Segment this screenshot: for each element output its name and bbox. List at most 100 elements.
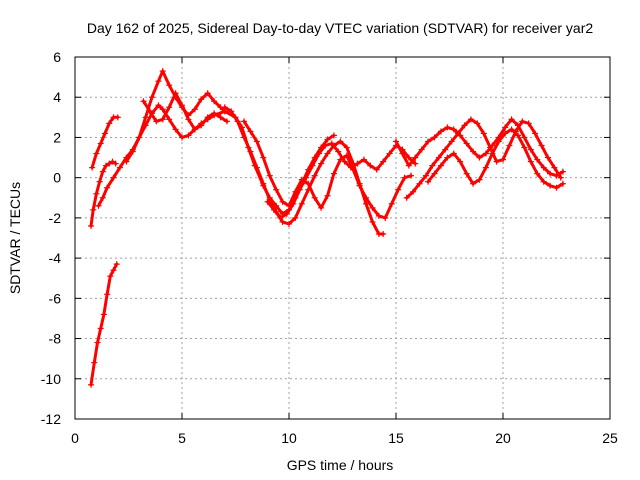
data-point <box>343 144 350 151</box>
data-point <box>380 230 387 237</box>
data-point <box>292 214 299 221</box>
data-point <box>271 206 278 213</box>
data-point <box>382 214 389 221</box>
data-point <box>405 162 412 169</box>
data-point <box>185 132 192 139</box>
data-point <box>146 108 153 115</box>
data-point <box>375 212 382 219</box>
data-point <box>223 118 230 125</box>
data-point <box>153 118 160 125</box>
data-point <box>470 180 477 187</box>
data-point <box>159 68 166 75</box>
x-tick-label: 20 <box>495 430 511 446</box>
series-track-8 <box>241 118 414 221</box>
data-point <box>330 132 337 139</box>
data-point <box>88 381 95 388</box>
data-point <box>221 104 228 111</box>
data-point <box>172 126 179 133</box>
data-point <box>335 148 342 155</box>
data-point <box>330 170 337 177</box>
data-point <box>107 273 114 280</box>
data-point <box>140 98 147 105</box>
data-point <box>104 184 111 191</box>
data-point <box>253 164 260 171</box>
data-point <box>234 118 241 125</box>
data-point <box>495 138 502 145</box>
data-point <box>309 162 316 169</box>
data-point <box>407 172 414 179</box>
data-point <box>506 142 513 149</box>
data-point <box>179 102 185 109</box>
data-point <box>461 122 468 129</box>
data-point <box>211 110 218 117</box>
series-track-12 <box>425 126 566 191</box>
x-tick-label: 15 <box>388 430 404 446</box>
data-point <box>109 158 116 165</box>
data-point <box>538 142 545 149</box>
data-point <box>110 267 117 274</box>
data-point <box>416 180 423 187</box>
x-axis-label: GPS time / hours <box>287 457 394 473</box>
data-point <box>354 160 361 167</box>
data-point <box>540 178 547 185</box>
data-point <box>198 96 205 103</box>
data-point <box>204 114 211 121</box>
x-tick-label: 0 <box>71 430 79 446</box>
data-point <box>403 194 410 201</box>
data-point <box>457 158 464 165</box>
data-point <box>279 218 286 225</box>
data-point <box>191 126 198 133</box>
data-point <box>502 124 509 131</box>
data-point <box>217 114 224 121</box>
data-point <box>476 176 483 183</box>
data-point <box>315 150 322 157</box>
data-point <box>324 136 331 143</box>
data-point <box>324 150 331 157</box>
data-point <box>444 124 451 131</box>
data-point <box>96 178 103 185</box>
data-point <box>487 144 494 151</box>
data-point <box>264 198 271 205</box>
data-point <box>431 134 438 141</box>
data-point <box>559 180 566 187</box>
data-point <box>412 154 419 161</box>
data-point <box>303 174 310 181</box>
data-point <box>442 146 449 153</box>
series-track-5 <box>123 68 228 165</box>
data-point <box>112 160 119 167</box>
series-line <box>426 127 565 190</box>
data-point <box>343 152 350 159</box>
data-point <box>211 98 218 105</box>
data-point <box>99 194 106 201</box>
data-point <box>106 120 113 127</box>
data-point <box>110 174 117 181</box>
data-point <box>93 150 100 157</box>
data-point <box>298 200 305 207</box>
data-point <box>412 160 419 167</box>
data-point <box>296 186 303 193</box>
data-point <box>159 116 166 123</box>
data-point <box>450 126 457 133</box>
data-point <box>380 158 387 165</box>
data-point <box>399 150 406 157</box>
y-tick-label: -4 <box>49 250 62 266</box>
data-point <box>429 162 436 169</box>
data-point <box>337 138 344 145</box>
series-track-6 <box>140 90 230 133</box>
data-point <box>425 178 432 185</box>
data-point <box>286 220 292 227</box>
data-point <box>99 168 106 175</box>
y-tick-label: 4 <box>53 89 61 105</box>
data-point <box>437 128 444 135</box>
data-point <box>493 158 500 165</box>
data-point <box>322 142 329 149</box>
data-point <box>290 200 297 207</box>
data-point <box>88 222 95 229</box>
data-point <box>559 168 566 175</box>
data-point <box>93 190 100 197</box>
data-point <box>136 134 143 141</box>
data-point <box>116 164 123 171</box>
data-point <box>91 359 98 366</box>
data-point <box>159 106 166 113</box>
